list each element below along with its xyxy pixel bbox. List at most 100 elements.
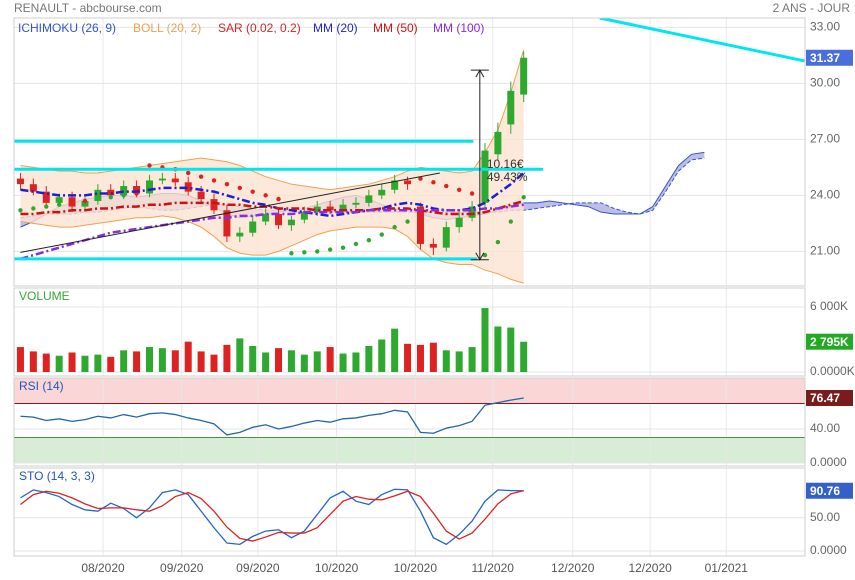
panel-frame [14, 18, 805, 286]
sar-dot [379, 232, 384, 237]
candle-body [197, 191, 205, 200]
volume-bar [184, 341, 192, 372]
volume-bar [107, 356, 115, 372]
y-tick-label: 33.00 [810, 20, 840, 34]
volume-bar [262, 352, 270, 372]
sar-dot [108, 195, 113, 200]
candle-body [81, 200, 89, 207]
volume-bar [365, 345, 373, 372]
volume-bar [133, 351, 141, 372]
candle-body [404, 180, 412, 185]
y-tick-label: 40.00 [810, 421, 840, 435]
candle-body [55, 197, 63, 203]
x-tick-label: 08/2020 [81, 561, 125, 575]
measure-label: 49.43% [487, 170, 528, 184]
sar-dot [405, 219, 410, 224]
indicator-line [20, 488, 524, 546]
sar-dot [495, 239, 501, 245]
x-tick-label: 10/2020 [394, 561, 438, 575]
volume-bar [404, 343, 412, 372]
last-value-box [806, 49, 853, 66]
y-tick-label: 0.0000 [810, 543, 847, 557]
panel-title: RSI (14) [19, 379, 64, 393]
volume-bar [145, 347, 153, 372]
candle-body [275, 214, 283, 226]
volume-bar [275, 348, 283, 372]
volume-bar [416, 344, 424, 372]
candle-body [352, 202, 360, 205]
sar-dot [18, 208, 23, 213]
sar-dot [31, 206, 36, 211]
zone [14, 378, 805, 404]
panel-border [13, 287, 806, 377]
plot-area [14, 397, 805, 438]
source-title: RENAULT - abcbourse.com [14, 1, 162, 15]
sar-dot [327, 247, 333, 252]
candle-body [16, 178, 24, 185]
candle-body [287, 219, 295, 226]
volume-bar [391, 328, 399, 372]
candle-body [42, 191, 50, 203]
sar-dot [392, 224, 397, 230]
last-value-box [806, 482, 853, 499]
candle-body [171, 178, 179, 183]
x-tick-label: 01/2021 [705, 561, 749, 575]
x-tick-label: 10/2020 [315, 561, 359, 575]
band-line [20, 215, 524, 284]
y-tick-label: 6 000K [810, 299, 848, 313]
panel-frame [14, 468, 805, 556]
volume-bar [313, 351, 321, 372]
panel-title: VOLUME [19, 289, 70, 303]
last-value-label: 90.76 [810, 484, 840, 498]
volume-bar [352, 352, 360, 372]
plot-area [20, 488, 524, 546]
volume-bar [507, 327, 515, 372]
last-value-box [806, 333, 853, 350]
sar-dot [302, 250, 307, 255]
candle-body [313, 206, 321, 213]
volume-bar [55, 355, 63, 372]
sar-dot [469, 191, 475, 196]
x-tick-label: 12/2020 [628, 561, 672, 575]
y-tick-label: 0.0000K [810, 364, 855, 378]
sar-dot [237, 185, 243, 191]
volume-bar [81, 355, 89, 372]
sar-dot [250, 189, 255, 194]
candle-body [107, 189, 115, 196]
y-tick-label: 0.0000 [810, 455, 847, 469]
candle-body [520, 57, 528, 95]
panel-title: STO (14, 3, 3) [19, 469, 95, 483]
candle-body [481, 150, 489, 203]
volume-bar [210, 354, 218, 372]
candle-body [339, 204, 347, 211]
volume-bar [287, 350, 295, 372]
last-value-label: 2 795K [810, 335, 849, 349]
last-value-box [806, 390, 853, 407]
candle-body [468, 206, 476, 218]
y-tick-label: 30.00 [810, 76, 840, 90]
volume-bar [29, 351, 37, 372]
legend-entry: SAR (0.02, 0.2) [218, 21, 301, 35]
sar-dot [44, 204, 49, 209]
sar-dot [431, 180, 436, 185]
last-value-label: 31.37 [810, 51, 840, 65]
moving-average [20, 203, 524, 261]
volume-bar [481, 308, 489, 372]
x-tick-label: 09/2020 [236, 561, 280, 575]
candle-body [210, 199, 218, 211]
volume-bar [520, 341, 528, 372]
candle-body [455, 217, 463, 228]
sar-dot [56, 202, 62, 207]
candle-body [158, 178, 166, 181]
sar-dot [224, 181, 230, 187]
panel-border [13, 377, 806, 467]
panel-border [13, 467, 806, 557]
sar-dot [289, 251, 294, 256]
volume-bar [339, 353, 347, 372]
panel-border [13, 17, 806, 287]
sar-dot [121, 193, 126, 198]
trend-line [20, 172, 440, 253]
sar-dot [353, 241, 359, 247]
measure-label: 10.16€ [487, 157, 524, 171]
volume-bar [442, 350, 450, 372]
